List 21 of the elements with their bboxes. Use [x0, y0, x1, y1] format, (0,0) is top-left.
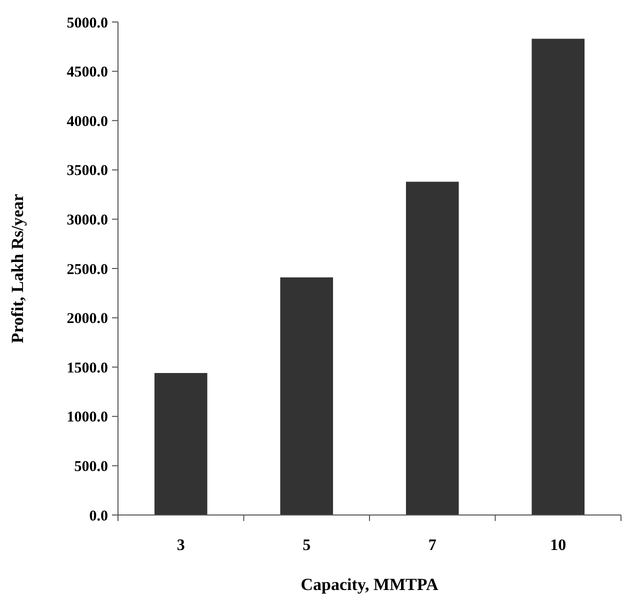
x-axis-title: Capacity, MMTPA: [300, 575, 439, 594]
x-tick-label: 10: [550, 537, 566, 554]
y-tick-label: 3500.0: [66, 163, 108, 180]
x-tick-label: 7: [428, 537, 436, 554]
x-tick-label: 3: [176, 537, 185, 554]
y-tick-label: 5000.0: [66, 15, 108, 32]
y-tick-label: 3000.0: [66, 212, 108, 228]
y-tick-label: 2500.0: [66, 262, 108, 278]
y-axis-title: Profit, Lakh Rs/year: [8, 193, 27, 344]
y-tick-label: 2000.0: [66, 311, 108, 328]
y-tick-label: 1000.0: [66, 410, 108, 426]
y-tick-label: 500.0: [74, 458, 108, 475]
bar: [406, 182, 459, 515]
x-tick-label: 5: [302, 537, 311, 554]
y-tick-label: 4500.0: [66, 64, 108, 81]
y-tick-label: 0.0: [89, 508, 108, 524]
bar: [280, 277, 334, 515]
y-tick-label: 1500.0: [66, 360, 108, 376]
y-tick-label: 4000.0: [66, 114, 108, 130]
bar: [154, 373, 208, 515]
bar: [532, 38, 585, 515]
